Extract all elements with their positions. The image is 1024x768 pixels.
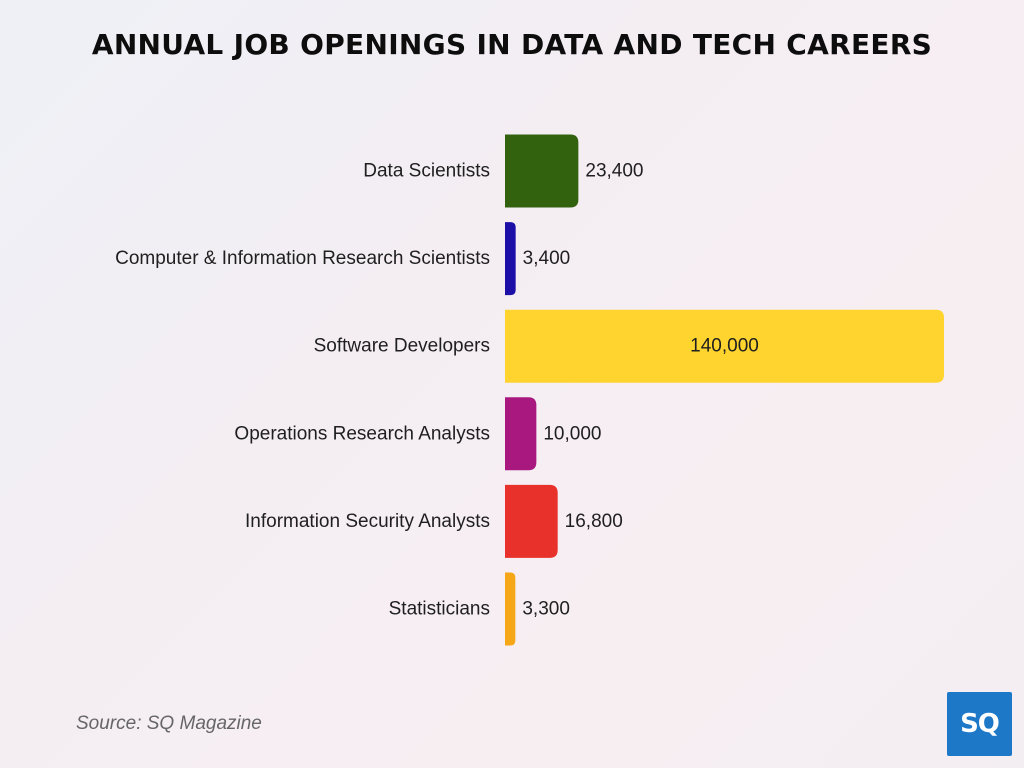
chart-title: ANNUAL JOB OPENINGS IN DATA AND TECH CAR…: [91, 28, 933, 61]
source-note: Source: SQ Magazine: [76, 713, 262, 734]
category-label: Information Security Analysts: [245, 511, 490, 532]
sq-logo: SQ: [947, 692, 1012, 756]
category-label: Statisticians: [389, 599, 490, 620]
value-label: 16,800: [565, 511, 623, 532]
value-label: 10,000: [543, 423, 601, 444]
category-label: Operations Research Analysts: [234, 423, 490, 444]
bar: [505, 484, 558, 558]
sq-logo-text: SQ: [960, 709, 1000, 739]
bar: [505, 572, 516, 646]
bar: [505, 222, 516, 296]
bar: [505, 309, 944, 383]
value-label: 140,000: [690, 336, 759, 357]
category-label: Software Developers: [314, 336, 490, 357]
bar: [505, 134, 579, 208]
bar: [505, 397, 537, 471]
value-label: 23,400: [585, 161, 643, 182]
value-label: 3,300: [522, 599, 570, 620]
category-label: Data Scientists: [363, 161, 490, 182]
category-label: Computer & Information Research Scientis…: [115, 248, 490, 269]
value-label: 3,400: [523, 248, 571, 269]
